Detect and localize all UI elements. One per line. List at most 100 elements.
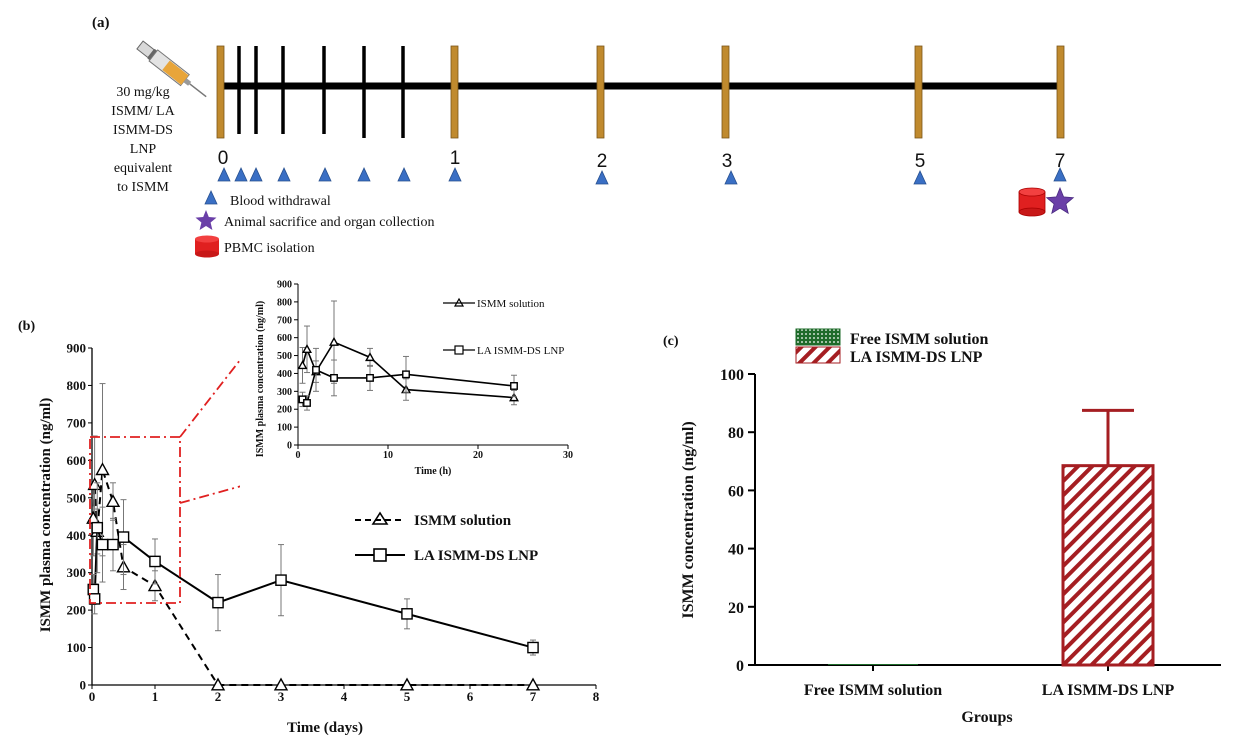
dose-line: ISMM/ LA (111, 104, 175, 119)
day-label: 7 (1055, 151, 1066, 172)
day-label: 0 (218, 148, 229, 169)
star-icon (1045, 186, 1075, 215)
y-axis-label: ISMM concentration (ng/ml) (680, 421, 697, 618)
data-point-square (149, 555, 161, 568)
data-point-square (117, 531, 130, 543)
triangle-marker-icon (371, 511, 389, 525)
day-label: 1 (450, 148, 461, 169)
x-tick-label: 10 (383, 450, 393, 461)
star-icon (195, 210, 217, 230)
y-tick-label: 600 (277, 333, 292, 344)
legend-blood: Blood withdrawal (230, 194, 331, 209)
blood-drop-triangle-icon (217, 167, 231, 182)
y-tick-label: 500 (277, 351, 292, 362)
x-tick-label: 1 (152, 689, 159, 704)
y-tick-label: 800 (277, 297, 292, 308)
dose-line: 30 mg/kg (116, 85, 169, 100)
y-tick-label: 700 (277, 315, 292, 326)
inset-x-label: Time (h) (415, 466, 452, 477)
series-line-ismm-solution (92, 469, 533, 686)
legend-label: LA ISMM-DS LNP (477, 345, 564, 357)
y-tick-label: 900 (67, 341, 87, 356)
blood-drop-triangle-icon (204, 190, 218, 205)
y-tick-label: 20 (728, 600, 744, 617)
panel-a-label: (a) (92, 15, 110, 31)
legend-label: LA ISMM-DS LNP (850, 349, 983, 366)
triangle-marker-icon (453, 297, 465, 307)
legend-sacrifice: Animal sacrifice and organ collection (224, 215, 434, 230)
legend-label: LA ISMM-DS LNP (414, 548, 538, 564)
panel-c-bars (828, 408, 1155, 667)
blood-drop-triangle-icon (249, 167, 263, 182)
blood-drop-triangle-icon (277, 167, 291, 182)
y-tick-label: 0 (736, 658, 744, 675)
blood-drop-triangle-icon (234, 167, 248, 182)
x-tick-label: 30 (563, 450, 573, 461)
blood-withdrawal-markers (217, 167, 1067, 185)
bar-free-ismm-solution (828, 664, 918, 665)
blood-drop-triangle-icon (357, 167, 371, 182)
legend-label: Free ISMM solution (850, 331, 988, 348)
blood-drop-triangle-icon (1053, 167, 1067, 182)
data-point-triangle (365, 352, 375, 362)
data-point-triangle (399, 677, 415, 691)
inset-legend: ISMM solution LA ISMM-DS LNP (443, 297, 564, 357)
inset-background (240, 272, 580, 490)
square-marker-icon (373, 548, 387, 562)
day-7-marker (1056, 45, 1065, 139)
panel-c-legend: Free ISMM solution LA ISMM-DS LNP (795, 328, 988, 366)
x-tick-label: 0 (296, 450, 301, 461)
y-tick-label: 200 (277, 405, 292, 416)
y-tick-label: 0 (287, 441, 292, 452)
data-point-square (366, 373, 374, 382)
day-label: 2 (597, 151, 608, 172)
y-tick-label: 60 (728, 483, 744, 500)
y-tick-label: 100 (720, 367, 744, 384)
inset-series (297, 300, 519, 411)
syringe-icon (136, 40, 207, 98)
data-point-square (510, 382, 518, 390)
tube-icon (195, 235, 219, 258)
data-point-triangle (210, 677, 226, 691)
dose-line: ISMM-DS (113, 123, 173, 138)
panel-b-legend: ISMM solution LA ISMM-DS LNP (355, 511, 538, 564)
panel-c-label: (c) (663, 334, 679, 349)
data-point-square (527, 641, 539, 654)
legend-label: ISMM solution (477, 298, 545, 310)
x-tick-label: 5 (404, 689, 411, 704)
dose-line: to ISMM (117, 180, 169, 195)
data-point-triangle (525, 677, 541, 691)
blood-drop-triangle-icon (448, 167, 462, 182)
day-0-marker (216, 45, 225, 139)
data-point-triangle (273, 677, 289, 691)
data-point-square (212, 596, 224, 609)
data-point-triangle (302, 344, 312, 354)
data-point-triangle (297, 360, 308, 370)
panel-b-series (86, 383, 541, 691)
y-tick-label: 100 (67, 640, 87, 655)
y-tick-label: 600 (67, 453, 87, 468)
x-tick-label: 3 (278, 689, 285, 704)
x-tick-label: 0 (89, 689, 96, 704)
x-tick-label: 4 (341, 689, 348, 704)
data-point-square (96, 538, 109, 551)
data-point-triangle (105, 494, 121, 508)
tube-icon (1018, 187, 1046, 217)
y-tick-label: 300 (277, 387, 292, 398)
y-tick-label: 400 (277, 369, 292, 380)
x-axis-label: Time (days) (287, 720, 363, 736)
data-point-square (402, 370, 410, 379)
legend-label: ISMM solution (414, 513, 512, 529)
panel-b-label: (b) (18, 319, 35, 334)
x-tick-label: 8 (593, 689, 600, 704)
data-point-square (330, 373, 338, 382)
panel-a: (a) 30 mg/kg ISMM/ LA ISMM-DS LNP equiva… (92, 15, 1075, 258)
data-point-square (275, 574, 287, 586)
zoom-box (89, 436, 181, 604)
day-2-marker (596, 45, 605, 139)
legend-pbmc: PBMC isolation (224, 241, 315, 256)
dose-line: equivalent (114, 161, 172, 176)
panel-c: (c) Free ISMM solution LA ISMM-DS LNP 0 2… (663, 328, 1221, 726)
data-point-triangle (147, 578, 163, 592)
y-tick-label: 900 (277, 280, 292, 291)
